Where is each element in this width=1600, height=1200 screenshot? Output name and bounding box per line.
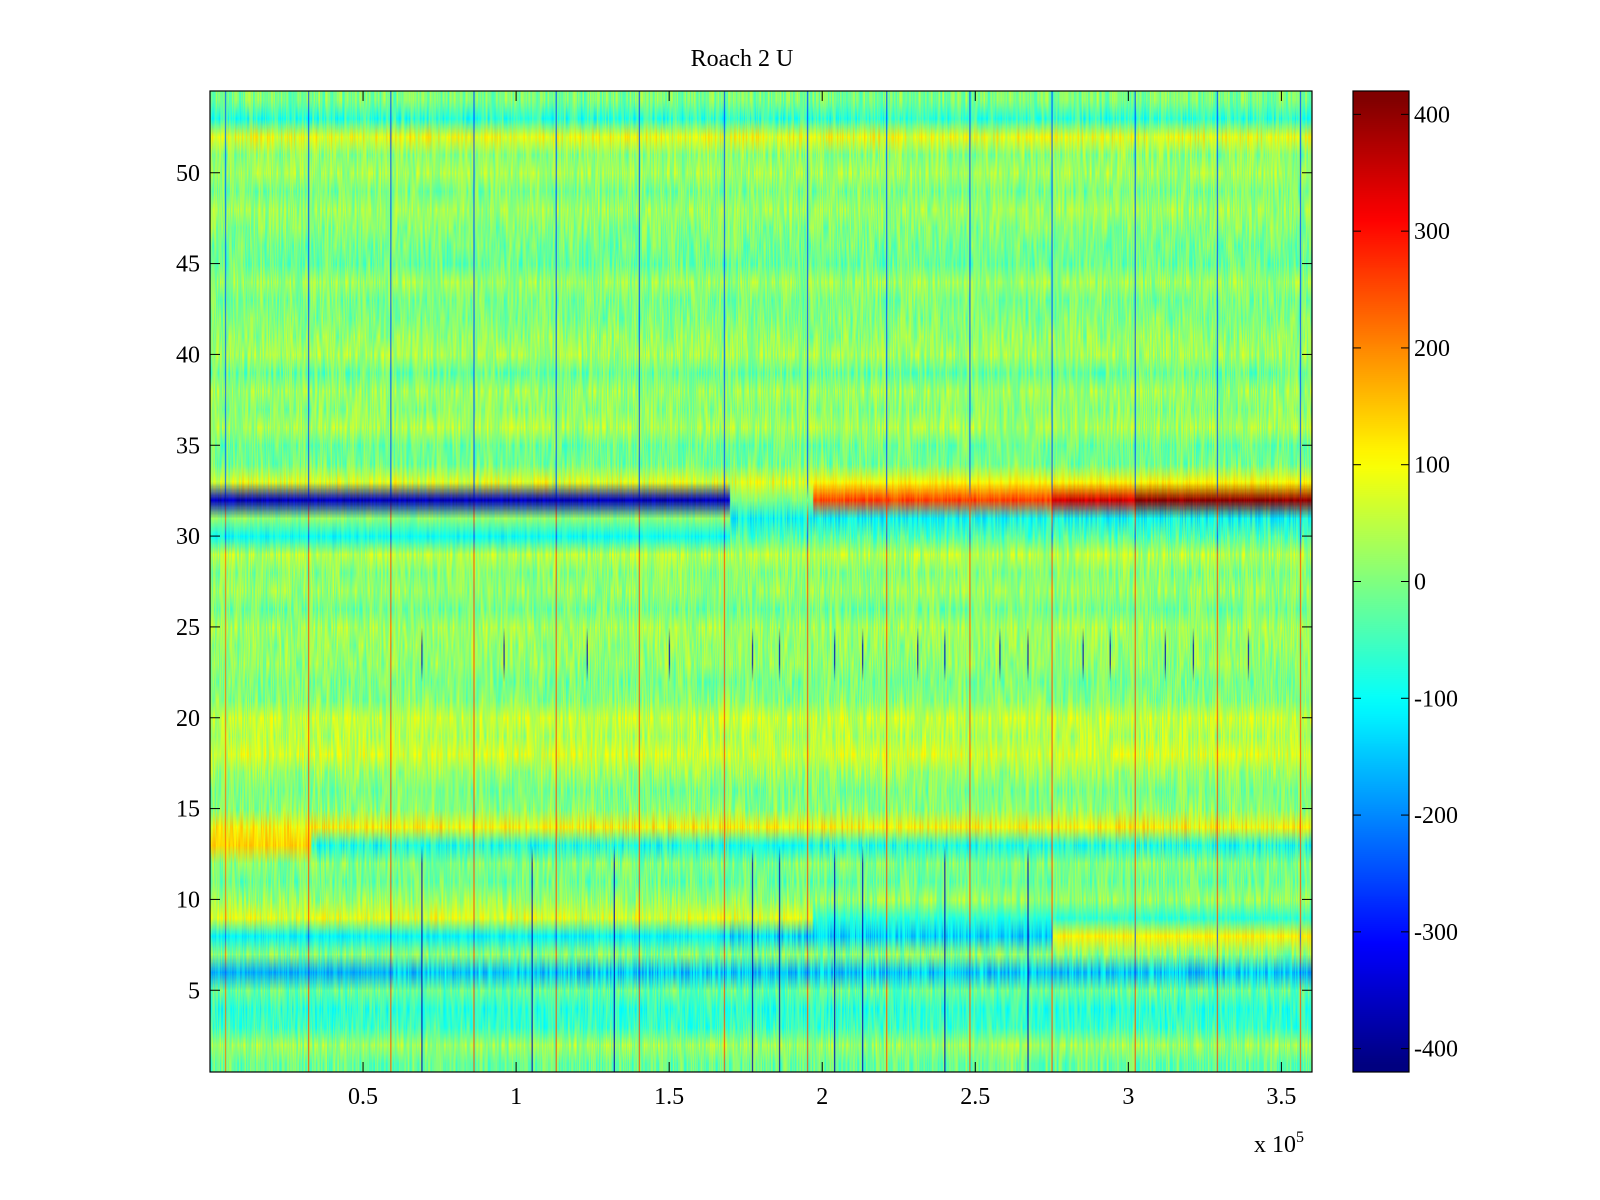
colorbar-tick-label: 0	[1414, 570, 1426, 596]
x-tick-label: 2	[816, 1084, 828, 1110]
x-tick-label: 2.5	[960, 1084, 990, 1110]
y-tick-label: 30	[176, 524, 200, 550]
y-tick-label: 45	[176, 252, 200, 278]
x-exponent-power: 5	[1296, 1129, 1304, 1146]
colorbar-tick-label: 200	[1414, 336, 1450, 362]
y-tick-label: 35	[176, 433, 200, 459]
colorbar-tick-label: 400	[1414, 102, 1450, 128]
plot-area	[210, 91, 1312, 1072]
y-tick-label: 5	[188, 978, 200, 1004]
colorbar-ticks: -400 -300 -200 -100 0 100 200 300 400	[1353, 102, 1458, 1063]
colorbar-tick-label: -200	[1414, 803, 1458, 829]
colorbar-tick-label: -400	[1414, 1037, 1458, 1063]
y-tick-label: 50	[176, 161, 200, 187]
x-tick-label: 3	[1122, 1084, 1134, 1110]
colorbar-tick-label: 300	[1414, 219, 1450, 245]
axes-box	[209, 90, 1313, 1073]
x-tick-label: 3.5	[1266, 1084, 1296, 1110]
x-axis: 0.5 1 1.5 2 2.5 3 3.5	[348, 91, 1296, 1110]
y-tick-label: 25	[176, 615, 200, 641]
colorbar-tick-label: -300	[1414, 920, 1458, 946]
colorbar-gradient	[1353, 91, 1409, 1072]
y-tick-label: 15	[176, 797, 200, 823]
y-tick-label: 10	[176, 887, 200, 913]
chart-title: Roach 2 U	[691, 46, 794, 72]
x-tick-label: 0.5	[348, 1084, 378, 1110]
colorbar-tick-label: -100	[1414, 686, 1458, 712]
y-tick-label: 20	[176, 706, 200, 732]
x-exponent-base: x 10	[1254, 1132, 1296, 1158]
x-tick-label: 1	[510, 1084, 522, 1110]
x-exponent-label: x 105	[1254, 1129, 1304, 1158]
colorbar: -400 -300 -200 -100 0 100 200 300 400	[1352, 90, 1458, 1073]
colorbar-tick-label: 100	[1414, 453, 1450, 479]
heatmap-cells	[210, 91, 1312, 1072]
x-tick-label: 1.5	[654, 1084, 684, 1110]
y-axis: 5 10 15 20 25 30 35 40 45 50	[176, 161, 1312, 1004]
y-tick-label: 40	[176, 342, 200, 368]
